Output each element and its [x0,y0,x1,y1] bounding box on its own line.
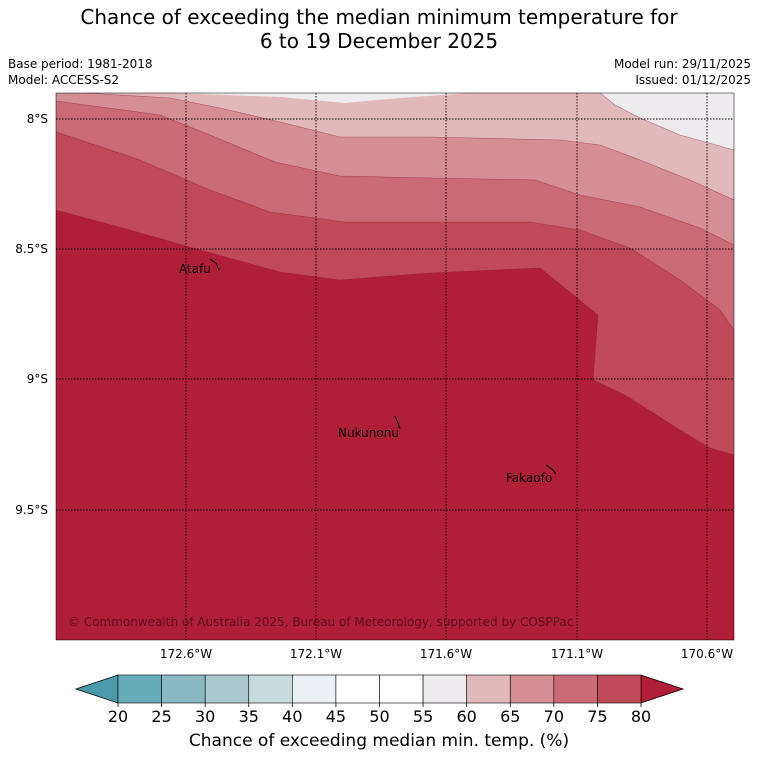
base-period: Base period: 1981-2018 [8,57,153,71]
issued-date: Issued: 01/12/2025 [635,73,751,87]
map-title-line2: 6 to 19 December 2025 [259,29,499,53]
colorbar-tick-label: 70 [544,707,564,726]
band-60-65 [85,93,734,200]
colorbar-tick-label: 75 [587,707,607,726]
atoll-outlines [209,258,557,475]
colorbar-tick-label: 60 [456,707,476,726]
colorbar-label: Chance of exceeding median min. temp. (%… [188,731,570,751]
map-title-line1: Chance of exceeding the median minimum t… [80,5,678,29]
lon-label-171-6w: 171.6°W [420,647,472,661]
colorbar-tick-label: 55 [413,707,433,726]
band-55-60 [170,93,734,150]
lat-label-8-5s: 8.5°S [15,242,48,256]
colorbar-swatch [509,674,555,704]
lon-label-170-6w: 170.6°W [681,647,733,661]
colorbar-tick-label: 80 [631,707,651,726]
fakaofo-atoll-shape [545,464,557,475]
colorbar-swatch [553,674,598,704]
place-label-atafu: Atafu [179,262,211,276]
colorbar-swatch [248,674,293,704]
colorbar-swatch [117,674,162,704]
colorbar-over-arrow [640,674,685,704]
colorbar-tick-label: 30 [195,707,215,726]
colorbar-swatch [335,674,380,704]
lat-label-9s: 9°S [27,372,48,386]
colorbar-swatch [379,674,424,704]
lat-label-9-5s: 9.5°S [15,503,48,517]
colorbar: 20 25 30 35 40 45 50 55 60 65 70 75 80 [74,674,685,726]
colorbar-tick-label: 50 [369,707,389,726]
colorbar-tick-label: 20 [108,707,128,726]
colorbar-swatch [292,674,337,704]
place-label-fakaofo: Fakaofo [506,471,552,485]
lon-axis-labels: 172.6°W 172.1°W 171.6°W 171.1°W 170.6°W [160,647,733,661]
colorbar-swatch [466,674,511,704]
model-run-date: Model run: 29/11/2025 [613,57,751,71]
lat-axis-labels: 8°S 8.5°S 9°S 9.5°S [15,112,48,517]
model-name: Model: ACCESS-S2 [8,73,120,87]
colorbar-tick-label: 40 [282,707,302,726]
colorbar-swatch [597,674,642,704]
map-frame [55,92,735,641]
colorbar-swatch [422,674,467,704]
graticule [56,93,734,640]
probability-fill: Atafu Nukunonu Fakaofo © Commonwealth of… [56,93,734,640]
atafu-atoll-shape [209,258,220,271]
lon-label-172-1w: 172.1°W [290,647,342,661]
lon-label-171-1w: 171.1°W [551,647,603,661]
copyright-notice: © Commonwealth of Australia 2025, Bureau… [68,615,573,629]
colorbar-tick-label: 25 [151,707,171,726]
colorbar-tick-label: 65 [500,707,520,726]
colorbar-swatch [204,674,250,704]
colorbar-tick-label: 45 [326,707,346,726]
colorbar-swatch [161,674,206,704]
nukunonu-atoll-shape [394,415,401,430]
contour-lines [56,93,734,456]
colorbar-tick-label: 35 [239,707,259,726]
lat-label-8s: 8°S [27,112,48,126]
place-label-nukunonu: Nukunonu [338,426,399,440]
lon-label-172-6w: 172.6°W [160,647,212,661]
colorbar-under-arrow [74,674,119,704]
